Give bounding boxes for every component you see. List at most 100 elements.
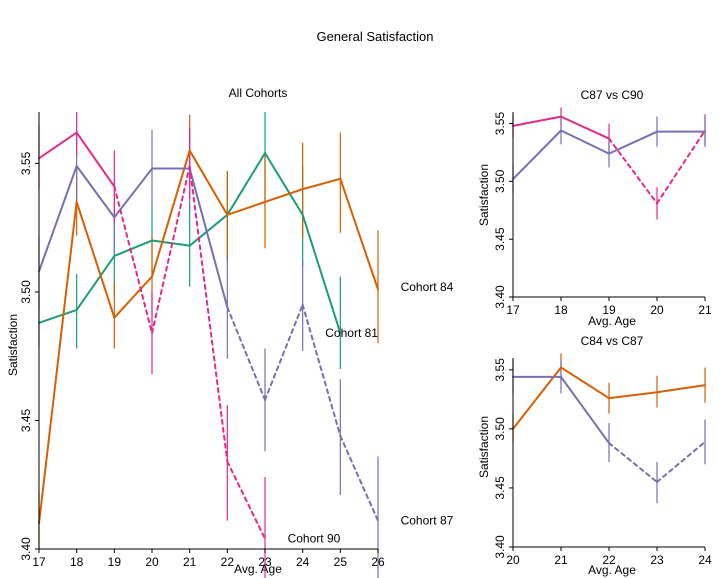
series-label: Cohort 87 — [401, 514, 454, 528]
y-tick-label: 3.55 — [493, 358, 507, 382]
cohort-87-line-segment — [75, 164, 116, 219]
figure-title: General Satisfaction — [316, 29, 433, 44]
cohort-81-line-segment — [151, 239, 191, 247]
y-tick-label: 3.45 — [493, 227, 507, 251]
cohort-90-line-segment — [113, 185, 153, 335]
panel-title: C84 vs C87 — [581, 334, 644, 348]
series-label: Cohort 81 — [325, 326, 378, 340]
y-tick-label: 3.45 — [19, 408, 33, 432]
axes-layer: 17 18 19 20 21 22 23 24 25 26 3.40 3.45 3.50 3.55 — [19, 112, 385, 569]
cohort-81-line-segment — [226, 152, 266, 216]
cohort-84-line-segment — [38, 200, 78, 525]
x-tick-label: 21 — [698, 303, 712, 317]
y-tick-label: 3.50 — [493, 169, 507, 193]
cohort-90-line-segment — [188, 164, 229, 463]
cohort-84-line-segment — [560, 366, 610, 400]
x-tick-label: 21 — [183, 555, 197, 569]
x-tick-label: 24 — [296, 555, 310, 569]
cohort-84-line-segment — [75, 200, 116, 319]
cohort-90-line-segment — [38, 131, 78, 160]
x-tick-label: 21 — [554, 553, 568, 567]
cohort-81-line-segment — [188, 213, 229, 247]
x-axis-label: Avg. Age — [234, 562, 282, 576]
cohort-90-line-segment — [151, 164, 191, 335]
errorbars-layer — [512, 107, 706, 220]
x-tick-label: 25 — [334, 555, 348, 569]
y-tick-label: 3.40 — [19, 537, 33, 561]
cohort-87-line-segment — [38, 164, 78, 273]
cohort-87-line-segment — [608, 130, 658, 155]
errorbars-layer — [512, 353, 706, 504]
x-tick-label: 22 — [602, 553, 616, 567]
y-axis-label: Satisfaction — [477, 164, 491, 226]
cohort-81-line-segment — [75, 254, 116, 311]
cohort-81-line-segment — [113, 239, 153, 257]
x-tick-label: 20 — [506, 553, 520, 567]
cohort-84-line-segment — [339, 177, 379, 291]
cohort-90-line-segment — [512, 115, 562, 127]
x-tick-label: 26 — [371, 555, 385, 569]
y-tick-label: 3.40 — [493, 285, 507, 309]
x-tick-label: 19 — [602, 303, 616, 317]
cohort-87-line-segment — [226, 306, 266, 401]
lines-layer — [512, 115, 706, 205]
y-tick-label: 3.55 — [19, 151, 33, 175]
series-label: Cohort 90 — [288, 532, 341, 546]
cohort-87-line-segment — [608, 442, 658, 484]
cohort-90-line-segment — [75, 131, 116, 188]
x-tick-label: 23 — [650, 553, 664, 567]
panel-all-cohorts: All Cohorts 17 18 19 20 21 22 23 24 25 26 3.40 3.45… — [6, 86, 454, 578]
cohort-87-line-segment — [188, 167, 229, 309]
x-axis-label: Avg. Age — [588, 314, 636, 328]
cohort-81-line-segment — [38, 308, 78, 324]
cohort-81-line-segment — [264, 152, 304, 216]
x-tick-label: 22 — [221, 555, 235, 569]
y-tick-label: 3.55 — [493, 112, 507, 136]
y-axis-label: Satisfaction — [477, 416, 491, 478]
y-tick-label: 3.40 — [493, 535, 507, 559]
cohort-84-line-segment — [113, 275, 153, 319]
x-tick-label: 19 — [108, 555, 122, 569]
x-tick-label: 20 — [145, 555, 159, 569]
panel-title: All Cohorts — [229, 86, 288, 100]
axes-layer: 17 18 19 20 21 3.40 3.45 3.50 3.55 — [493, 112, 712, 317]
cohort-87-line-segment — [301, 303, 342, 437]
lines-layer — [38, 131, 379, 540]
cohort-90-line-segment — [560, 115, 610, 140]
panel-title: C87 vs C90 — [581, 88, 644, 102]
cohort-84-line-segment — [188, 149, 229, 216]
x-tick-label: 23 — [258, 555, 272, 569]
cohort-87-line-segment — [560, 129, 610, 155]
y-axis-label: Satisfaction — [6, 314, 20, 376]
cohort-84-line-segment — [264, 188, 304, 203]
cohort-84-line-segment — [151, 149, 191, 278]
y-tick-label: 3.50 — [19, 280, 33, 304]
cohort-84-line-segment — [608, 391, 658, 400]
cohort-81-line-segment — [301, 213, 342, 335]
x-tick-label: 18 — [554, 303, 568, 317]
cohort-84-line-segment — [301, 177, 342, 191]
cohort-90-line-segment — [226, 460, 266, 540]
cohort-87-line-segment — [264, 303, 304, 401]
series-labels-layer: Cohort 84 Cohort 81 Cohort 87 Cohort 90 — [288, 280, 454, 546]
y-tick-label: 3.50 — [493, 417, 507, 441]
cohort-87-line-segment — [656, 440, 706, 484]
lines-layer — [512, 366, 706, 484]
cohort-87-line-segment — [512, 129, 562, 181]
panel-c84-vs-c87: C84 vs C87 20 21 22 23 24 3.40 3.45 3.50 3.55 Av… — [477, 334, 712, 577]
x-tick-label: 17 — [32, 555, 46, 569]
cohort-87-line-segment — [339, 434, 379, 522]
x-tick-label: 24 — [698, 553, 712, 567]
axes-layer: 20 21 22 23 24 3.40 3.45 3.50 3.55 — [493, 358, 712, 567]
cohort-84-line-segment — [656, 384, 706, 394]
cohort-87-line-segment — [560, 375, 610, 445]
x-tick-label: 20 — [650, 303, 664, 317]
panel-c87-vs-c90: C87 vs C90 17 18 19 20 21 3.40 3.45 3.50 3.55 Av… — [477, 88, 712, 328]
cohort-90-line-segment — [656, 129, 706, 205]
series-label: Cohort 84 — [401, 280, 454, 294]
y-tick-label: 3.45 — [493, 476, 507, 500]
cohort-90-line-segment — [608, 137, 658, 205]
x-tick-label: 18 — [70, 555, 84, 569]
x-axis-label: Avg. Age — [588, 563, 636, 577]
